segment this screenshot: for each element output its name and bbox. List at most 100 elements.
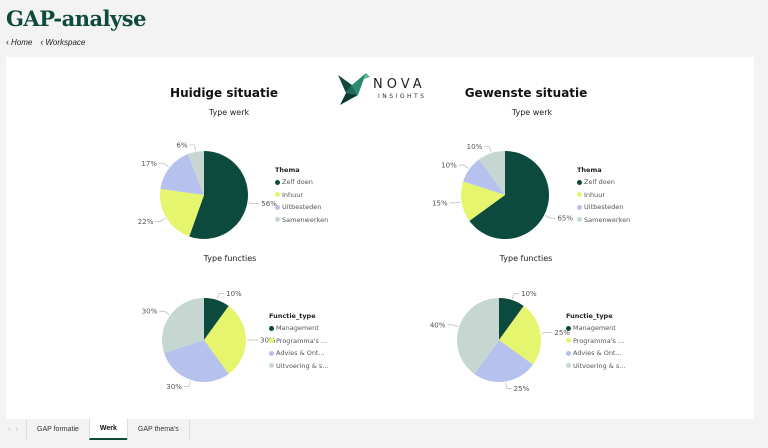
- data-label: 25%: [514, 385, 530, 393]
- legend-label: Programma's ...: [276, 336, 328, 345]
- legend-type-werk-gewenst: Thema Zelf doen Inhuur Uitbesteden Samenwerk…: [577, 166, 630, 226]
- pie-slice[interactable]: [479, 151, 505, 195]
- pie-slice[interactable]: [160, 188, 204, 237]
- legend-item[interactable]: Management: [269, 322, 328, 335]
- tab-gap-formatie[interactable]: GAP formatie: [26, 419, 89, 440]
- legend-label: Zelf doen: [282, 178, 313, 187]
- legend-label: Inhuur: [282, 190, 304, 199]
- legend-swatch: [566, 350, 571, 356]
- legend-label: Zelf doen: [584, 178, 615, 187]
- legend-title: Functie_type: [566, 312, 613, 320]
- legend-item[interactable]: Management: [566, 322, 625, 335]
- tab-label: Werk: [99, 425, 117, 432]
- legend-item[interactable]: Zelf doen: [577, 176, 630, 189]
- pie-slice[interactable]: [162, 298, 204, 353]
- tab-gap-themas[interactable]: GAP thema's: [126, 419, 190, 440]
- app-title: GAP-analyse: [6, 6, 146, 31]
- legend-item[interactable]: Inhuur: [275, 189, 328, 202]
- data-label: 65%: [557, 215, 573, 223]
- data-label: 22%: [138, 218, 154, 226]
- legend-type-werk-huidig: Thema Zelf doen Inhuur Uitbesteden Samenwerk…: [275, 166, 328, 226]
- leader-line: [541, 332, 553, 334]
- nova-insights-logo: NOVA INSIGHTS: [336, 71, 436, 109]
- pie-slice[interactable]: [499, 306, 541, 365]
- legend-label: Advies & Ont...: [573, 349, 622, 358]
- chevron-right-icon[interactable]: ›: [15, 426, 18, 433]
- leader-line: [505, 382, 512, 389]
- legend-label: Management: [573, 324, 616, 333]
- legend-label: Uitvoering & s...: [276, 361, 329, 370]
- pie-slice[interactable]: [474, 340, 533, 382]
- pie-type-functies-huidig: 10%30%30%30%: [142, 290, 276, 391]
- bird-logo-icon: [338, 73, 370, 105]
- home-link[interactable]: ‹ Home: [6, 37, 32, 47]
- legend-swatch: [577, 192, 582, 198]
- pie-slice[interactable]: [457, 298, 499, 374]
- leader-line: [248, 202, 260, 204]
- logo-wordmark: NOVA: [373, 77, 426, 92]
- pie-slice[interactable]: [204, 298, 229, 340]
- pie-slice[interactable]: [499, 298, 524, 340]
- chevron-left-icon: ‹: [40, 37, 44, 47]
- pie-slice[interactable]: [463, 159, 505, 195]
- report-canvas: NOVA INSIGHTS Huidige situatie Gewenste …: [6, 57, 754, 419]
- chevron-left-icon[interactable]: ‹: [8, 426, 11, 433]
- legend-title: Thema: [275, 166, 300, 174]
- legend-item[interactable]: Samenwerken: [275, 214, 328, 227]
- workspace-link-label: Workspace: [45, 37, 86, 47]
- legend-item[interactable]: Uitvoering & s...: [566, 360, 625, 373]
- tab-werk[interactable]: Werk: [88, 419, 127, 440]
- data-label: 10%: [226, 290, 242, 298]
- pie-type-werk-gewenst: 65% 15% 10% 10%: [432, 143, 573, 240]
- legend-label: Advies & Ont...: [276, 349, 325, 358]
- leader-line: [183, 380, 191, 387]
- tab-label: GAP thema's: [137, 426, 179, 433]
- legend-item[interactable]: Advies & Ont...: [566, 347, 625, 360]
- data-label: 30%: [166, 383, 182, 391]
- legend-swatch: [269, 363, 274, 369]
- legend-item[interactable]: Uitbesteden: [577, 201, 630, 214]
- logo-subtitle: INSIGHTS: [378, 93, 427, 100]
- pie-slice[interactable]: [189, 151, 248, 239]
- legend-title: Functie_type: [269, 312, 316, 320]
- legend-label: Uitbesteden: [584, 203, 624, 212]
- tab-scroll-controls: ‹ ›: [0, 419, 26, 440]
- leader-line: [217, 293, 225, 300]
- pie-slice[interactable]: [187, 151, 204, 195]
- chart-title: Type functies: [499, 254, 553, 263]
- legend-label: Inhuur: [584, 190, 606, 199]
- legend-type-functies-gewenst: Functie_type Management Programma's ... Adv…: [566, 312, 625, 372]
- pie-slice[interactable]: [204, 306, 246, 374]
- leader-line: [159, 310, 170, 315]
- pie-slice[interactable]: [461, 181, 505, 221]
- pie-slice[interactable]: [469, 151, 549, 240]
- legend-item[interactable]: Inhuur: [577, 189, 630, 202]
- legend-item[interactable]: Zelf doen: [275, 176, 328, 189]
- pie-type-functies-gewenst: 10%25%25%40%: [430, 290, 570, 393]
- legend-swatch: [577, 217, 582, 223]
- pie-slice[interactable]: [160, 154, 204, 195]
- leader-line: [512, 293, 520, 300]
- legend-item[interactable]: Samenwerken: [577, 214, 630, 227]
- legend-item[interactable]: Programma's ...: [566, 335, 625, 348]
- legend-swatch: [566, 363, 571, 369]
- legend-swatch: [275, 192, 280, 198]
- legend-title: Thema: [577, 166, 602, 174]
- home-link-label: Home: [11, 37, 33, 47]
- legend-item[interactable]: Programma's ...: [269, 335, 328, 348]
- legend-item[interactable]: Uitvoering & s...: [269, 360, 328, 373]
- data-label: 6%: [176, 141, 187, 149]
- chart-title: Type werk: [208, 108, 250, 117]
- legend-item[interactable]: Uitbesteden: [275, 201, 328, 214]
- legend-swatch: [269, 338, 274, 344]
- legend-label: Uitvoering & s...: [573, 361, 626, 370]
- pie-slice[interactable]: [164, 340, 229, 382]
- legend-swatch: [275, 204, 280, 210]
- workspace-link[interactable]: ‹ Workspace: [40, 37, 85, 47]
- data-label: 40%: [430, 321, 446, 329]
- right-section-heading: Gewenste situatie: [464, 86, 588, 100]
- chart-title: Type functies: [203, 254, 257, 263]
- legend-swatch: [269, 350, 274, 356]
- data-label: 10%: [521, 290, 537, 298]
- legend-item[interactable]: Advies & Ont...: [269, 347, 328, 360]
